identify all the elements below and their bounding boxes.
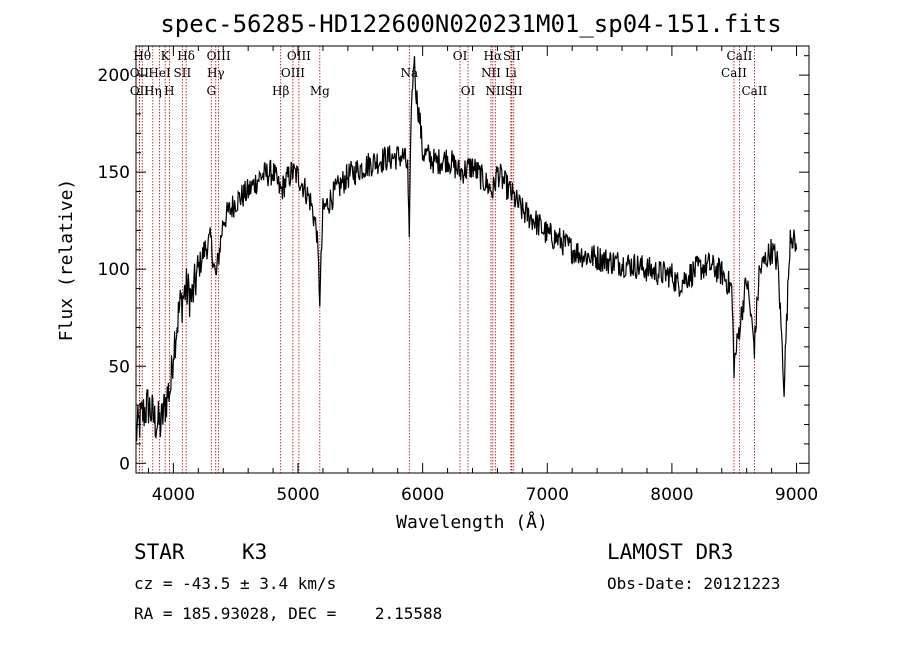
x-tick-label-4: 8000 — [650, 485, 693, 505]
line-label-7: SII — [174, 66, 192, 80]
y-tick-label-3: 150 — [98, 163, 130, 183]
spectral-line-labels: HθHηOIIOIIHeIKHSIIHδGHγOIIIHβOIIIOIIIMgN… — [130, 49, 768, 98]
line-label-6: H — [164, 84, 174, 98]
spectrum-series-line — [135, 56, 798, 442]
line-label-24: SII — [505, 84, 523, 98]
line-label-18: OI — [461, 84, 476, 98]
line-label-2: OII — [130, 66, 150, 80]
line-label-19: NII — [481, 66, 501, 80]
survey-name: LAMOST DR3 — [607, 540, 733, 564]
line-label-11: OIII — [207, 49, 231, 63]
spectral-line-markers — [138, 46, 755, 473]
line-label-13: OIII — [281, 66, 305, 80]
line-label-26: CaII — [727, 49, 753, 63]
line-label-27: CaII — [741, 84, 767, 98]
x-axis-ticks: 4000 5000 6000 7000 8000 9000 — [147, 46, 818, 505]
line-label-9: G — [206, 84, 216, 98]
x-tick-label-1: 5000 — [276, 485, 319, 505]
line-label-21: NII — [485, 84, 505, 98]
observation-date: Obs-Date: 20121223 — [607, 574, 780, 593]
line-label-20: Hα — [484, 49, 503, 63]
line-label-5: K — [161, 49, 171, 63]
line-label-22: Li — [505, 66, 517, 80]
y-axis-ticks: 0 50 100 150 200 — [98, 55, 809, 474]
y-tick-label-2: 100 — [98, 260, 130, 280]
x-tick-label-5: 9000 — [775, 485, 818, 505]
y-tick-label-1: 50 — [108, 357, 130, 377]
redshift-cz: cz = -43.5 ± 3.4 km/s — [134, 574, 336, 593]
y-tick-label-4: 200 — [98, 66, 130, 86]
line-label-3: OII — [130, 84, 150, 98]
line-label-23: SII — [503, 49, 521, 63]
chart-title: spec-56285-HD122600N020231M01_sp04-151.f… — [160, 10, 781, 38]
line-label-10: Hγ — [207, 66, 225, 80]
object-subclass: K3 — [242, 540, 267, 564]
line-label-1: Hη — [144, 84, 162, 98]
line-label-4: HeI — [148, 66, 171, 80]
ra-dec: RA = 185.93028, DEC = 2.15588 — [134, 604, 442, 623]
object-class: STAR — [134, 540, 185, 564]
line-label-12: Hβ — [272, 84, 289, 98]
y-tick-label-0: 0 — [119, 454, 130, 474]
line-label-17: OI — [453, 49, 468, 63]
line-label-0: Hθ — [133, 49, 151, 63]
x-tick-label-2: 6000 — [401, 485, 444, 505]
x-tick-label-3: 7000 — [526, 485, 569, 505]
line-label-8: Hδ — [177, 49, 195, 63]
line-label-15: Mg — [310, 84, 330, 98]
x-axis-label: Wavelength (Å) — [396, 511, 548, 533]
y-axis-label: Flux (relative) — [56, 179, 77, 342]
line-label-14: OIII — [287, 49, 311, 63]
line-label-25: CaII — [721, 66, 747, 80]
x-tick-label-0: 4000 — [152, 485, 195, 505]
